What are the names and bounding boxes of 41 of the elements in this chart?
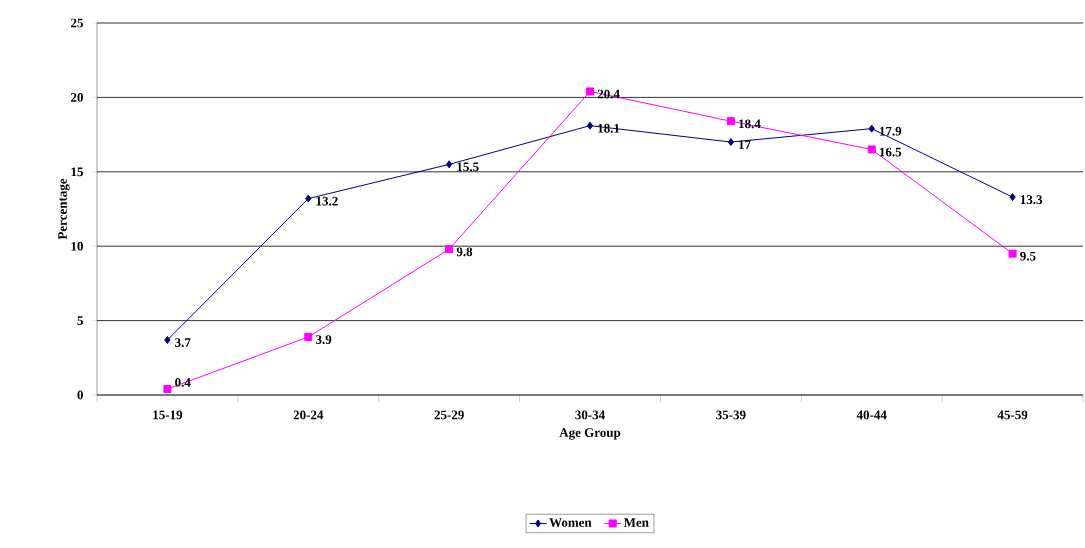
point — [1008, 249, 1017, 258]
y-tick-label: 0 — [77, 390, 83, 400]
point — [164, 335, 171, 344]
point — [445, 245, 454, 254]
point — [867, 145, 876, 154]
y-tick-label: 5 — [77, 316, 83, 325]
legend-label: Men — [623, 518, 649, 527]
point — [163, 385, 172, 394]
y-tick-label: 20 — [71, 93, 83, 102]
data-label: 9.8 — [456, 247, 473, 257]
x-tick-label: 15-19 — [153, 410, 183, 420]
point — [304, 332, 313, 341]
data-label: 16.5 — [879, 147, 902, 157]
legend-label: Women — [549, 518, 592, 527]
x-tick-label: 35-39 — [716, 410, 746, 420]
data-label: 15.5 — [457, 162, 479, 172]
x-tick-label: 40-44 — [856, 410, 887, 420]
point — [1009, 193, 1016, 202]
data-label: 3.7 — [175, 338, 191, 347]
data-label: 17.9 — [879, 126, 902, 136]
point — [586, 121, 594, 130]
y-axis-title: Percentage — [58, 178, 70, 240]
data-label: 13.2 — [316, 196, 338, 206]
x-tick-label: 30-34 — [575, 410, 605, 420]
x-tick-label: 25-29 — [434, 410, 464, 420]
point — [586, 87, 594, 96]
point — [446, 160, 453, 169]
data-label: 9.5 — [1020, 251, 1036, 261]
point — [726, 117, 735, 126]
point — [868, 124, 875, 133]
data-label: 13.3 — [1020, 195, 1043, 205]
point — [727, 138, 734, 147]
data-label: 17 — [739, 140, 751, 149]
x-tick-label: 45-59 — [997, 410, 1028, 420]
x-tick-label: 20-24 — [293, 410, 324, 420]
y-tick-label: 25 — [71, 18, 83, 28]
y-tick-label: 10 — [71, 241, 83, 251]
data-label: 3.9 — [315, 335, 332, 344]
x-axis-title: Age Group — [559, 428, 621, 440]
point — [305, 194, 312, 203]
y-tick-label: 15 — [71, 167, 83, 177]
